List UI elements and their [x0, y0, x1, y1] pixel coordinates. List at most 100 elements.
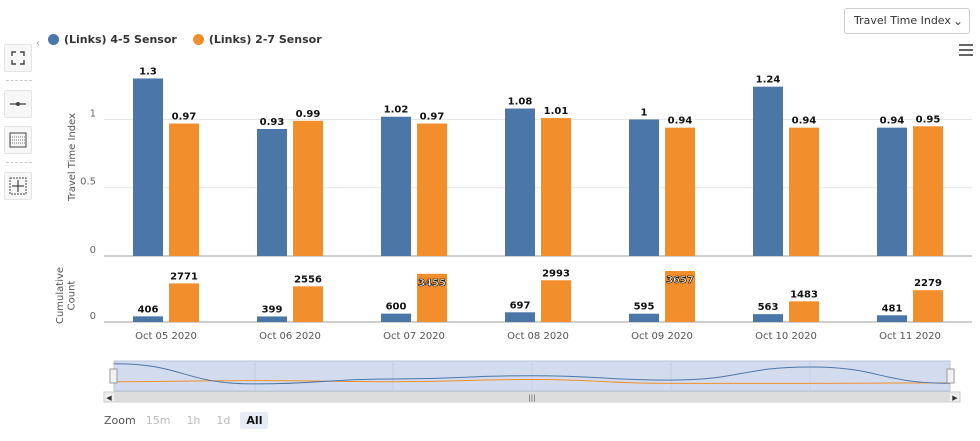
bar-series-1 [257, 316, 287, 322]
bar-series-2 [789, 301, 819, 322]
grid-tool-icon [9, 132, 27, 148]
data-label: 0.94 [792, 116, 817, 127]
data-label: 0.99 [296, 109, 321, 120]
data-label: 3455 [418, 278, 446, 289]
bar-series-2 [789, 127, 819, 256]
line-tool-button[interactable] [4, 90, 32, 118]
bar-series-2 [417, 123, 447, 256]
data-label: 0.97 [420, 112, 445, 123]
bar-series-2 [417, 273, 447, 322]
x-tick-label: Oct 11 2020 [879, 331, 941, 342]
x-tick-label: Oct 08 2020 [507, 331, 569, 342]
bar-series-2 [293, 120, 323, 257]
scroll-left-arrow-icon: ◀ [106, 394, 112, 402]
legend-item-series-1[interactable]: (Links) 4-5 Sensor [48, 33, 177, 46]
grid-tool-button[interactable] [4, 126, 32, 154]
hamburger-menu-icon[interactable] [959, 44, 973, 59]
bar-series-1 [629, 119, 659, 256]
fullscreen-button[interactable] [4, 44, 32, 72]
x-tick-label: Oct 09 2020 [631, 331, 693, 342]
bar-series-2 [913, 126, 943, 256]
metric-select[interactable]: Travel Time Index ⌄ [844, 8, 970, 34]
bar-series-2 [913, 290, 943, 322]
data-label: 595 [634, 302, 655, 313]
data-label: 1.01 [544, 106, 569, 117]
data-label: 1.3 [139, 66, 157, 77]
bar-series-1 [877, 315, 907, 322]
navigator-series-2 [113, 379, 951, 384]
data-label: 0.94 [880, 116, 905, 127]
bar-series-2 [665, 127, 695, 256]
legend-marker-series-1 [48, 34, 59, 45]
zoom-1h-button[interactable]: 1h [186, 414, 201, 427]
legend-marker-series-2 [192, 34, 204, 45]
fullscreen-icon [11, 51, 25, 65]
data-label: 2279 [914, 278, 942, 289]
y-tick-label: 1 [90, 108, 96, 119]
legend-item-series-2[interactable]: (Links) 2-7 Sensor [192, 33, 322, 46]
navigator-right-handle[interactable] [946, 368, 955, 384]
zoom-1d-button[interactable]: 1d [216, 414, 231, 427]
toolbar-divider [6, 162, 32, 163]
y-tick-label: 0 [90, 245, 96, 256]
data-label: 0.93 [260, 117, 285, 128]
toolbar-divider [6, 80, 32, 81]
bar-series-1 [753, 314, 783, 322]
data-label: 2771 [170, 271, 198, 282]
x-tick-label: Oct 05 2020 [135, 331, 197, 342]
zoom-label: Zoom [104, 414, 136, 427]
data-label: 3657 [666, 275, 694, 286]
bar-series-2 [541, 118, 571, 256]
collapse-toolbar-icon[interactable]: ‹ [36, 38, 40, 49]
bar-series-1 [133, 316, 163, 322]
zoom-bar: Zoom 15m 1h 1d All [104, 412, 269, 429]
bar-series-2 [665, 270, 695, 322]
data-label: 563 [758, 302, 779, 313]
chevron-down-icon: ⌄ [952, 14, 963, 28]
scrollbar-grip-icon: ||| [528, 394, 535, 402]
data-label: 600 [386, 302, 407, 313]
bar-series-2 [293, 286, 323, 322]
bar-series-2 [541, 280, 571, 322]
data-label: 0.94 [668, 116, 693, 127]
bar-series-2 [169, 283, 199, 322]
x-tick-label: Oct 06 2020 [259, 331, 321, 342]
bar-series-1 [877, 127, 907, 256]
bar-series-1 [133, 78, 163, 256]
zoom-15m-button[interactable]: 15m [145, 414, 171, 427]
data-label: 0.97 [172, 112, 197, 123]
chart-legend: (Links) 4-5 Sensor (Links) 2-7 Sensor [48, 33, 322, 46]
bar-series-2 [169, 123, 199, 256]
data-label: 2993 [542, 268, 570, 279]
data-label: 1.08 [508, 97, 533, 108]
navigator-left-handle[interactable] [109, 368, 118, 384]
bar-series-1 [505, 312, 535, 322]
line-tool-icon [10, 102, 26, 106]
data-label: 0.95 [916, 114, 941, 125]
scroll-right-arrow-icon: ▶ [952, 394, 958, 402]
data-label: 1 [641, 107, 648, 118]
bar-series-1 [505, 108, 535, 256]
bar-series-1 [381, 313, 411, 322]
y-tick-label: 0 [90, 311, 96, 322]
x-tick-label: Oct 10 2020 [755, 331, 817, 342]
data-label: 481 [882, 303, 903, 314]
metric-select-value: Travel Time Index [854, 14, 951, 27]
data-label: 1483 [790, 289, 818, 300]
crosshair-button[interactable] [4, 172, 32, 200]
bar-series-1 [381, 116, 411, 256]
legend-label-series-1: (Links) 4-5 Sensor [64, 33, 177, 46]
data-label: 1.24 [756, 75, 781, 86]
bar-series-1 [629, 313, 659, 322]
data-label: 1.02 [384, 105, 409, 116]
y-axis-label: CumulativeCount [55, 267, 78, 324]
legend-label-series-2: (Links) 2-7 Sensor [208, 33, 322, 46]
data-label: 399 [262, 304, 283, 315]
zoom-all-button[interactable]: All [240, 412, 269, 429]
y-axis-label: Travel Time Index [67, 113, 78, 202]
bar-series-1 [257, 129, 287, 256]
y-tick-label: 0.5 [80, 177, 96, 188]
bar-series-1 [753, 86, 783, 256]
data-label: 697 [510, 300, 531, 311]
